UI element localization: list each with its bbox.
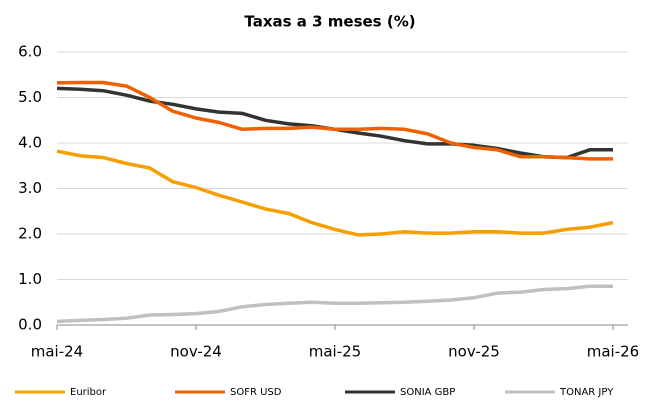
x-tick-label: mai-25 (309, 343, 361, 361)
series-line (56, 80, 613, 161)
x-tick-label: mai-26 (587, 343, 639, 361)
x-tick-label: nov-24 (170, 343, 222, 361)
x-tick-label: mai-24 (31, 343, 83, 361)
y-tick-label: 1.0 (18, 270, 42, 288)
series-line (56, 149, 614, 237)
y-tick-label: 4.0 (18, 134, 42, 152)
chart-title: Taxas a 3 meses (%) (244, 13, 415, 31)
y-tick-label: 6.0 (18, 43, 42, 61)
y-tick-label: 0.0 (18, 316, 42, 334)
x-tick-label: nov-25 (448, 343, 500, 361)
series-line (56, 284, 613, 324)
legend-label: SOFR USD (230, 387, 282, 398)
legend-label: Euribor (70, 387, 107, 398)
legend-label: TONAR JPY (559, 387, 614, 398)
y-tick-label: 2.0 (18, 225, 42, 243)
y-tick-label: 5.0 (18, 88, 42, 106)
series-line (56, 86, 613, 160)
legend-label: SONIA GBP (400, 387, 455, 398)
y-tick-label: 3.0 (18, 179, 42, 197)
